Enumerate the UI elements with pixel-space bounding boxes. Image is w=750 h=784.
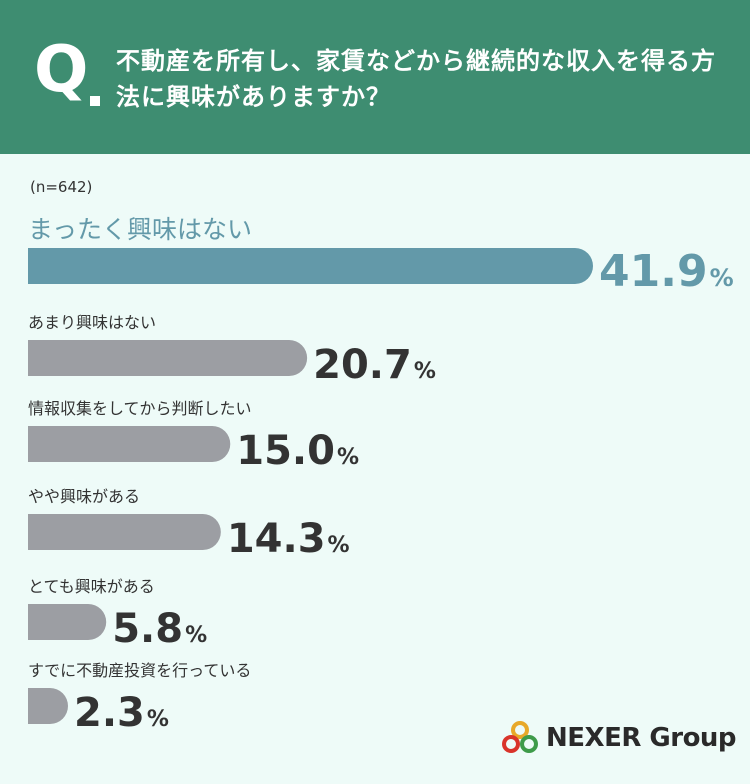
category-label: まったく興味はない xyxy=(28,215,252,244)
value-label: 2.3% xyxy=(74,690,169,736)
value-unit: % xyxy=(414,359,436,384)
category-label: あまり興味はない xyxy=(28,313,156,332)
value-unit: % xyxy=(710,264,734,292)
category-label: 情報収集をしてから判断したい xyxy=(28,399,252,418)
q-mark: Q xyxy=(34,33,89,107)
value-number: 5.8 xyxy=(112,606,183,652)
value-number: 20.7 xyxy=(313,342,412,388)
value-unit: % xyxy=(147,707,169,732)
bar xyxy=(28,340,308,376)
value-label: 14.3% xyxy=(227,516,350,562)
question-header: Q 不動産を所有し、家賃などから継続的な収入を得る方法に興味がありますか？ xyxy=(0,0,750,154)
value-number: 41.9 xyxy=(599,246,708,297)
bar xyxy=(28,688,68,724)
nexer-logo: NEXER Group xyxy=(500,720,737,756)
category-label: すでに不動産投資を行っている xyxy=(28,661,251,680)
bar xyxy=(28,604,107,640)
bar xyxy=(28,248,593,284)
question-text: 不動産を所有し、家賃などから継続的な収入を得る方法に興味がありますか？ xyxy=(116,47,716,111)
category-label: やや興味がある xyxy=(28,487,140,506)
value-unit: % xyxy=(328,533,350,558)
bar xyxy=(28,514,221,550)
value-number: 2.3 xyxy=(74,690,145,736)
category-label: とても興味がある xyxy=(28,577,155,596)
value-unit: % xyxy=(185,623,207,648)
nexer-logo-text: NEXER Group xyxy=(546,723,737,753)
value-label: 20.7% xyxy=(313,342,436,388)
nexer-logo-icon xyxy=(502,721,538,753)
value-label: 15.0% xyxy=(236,428,359,474)
value-number: 14.3 xyxy=(227,516,326,562)
q-dot xyxy=(90,96,100,106)
value-number: 15.0 xyxy=(236,428,335,474)
value-unit: % xyxy=(337,445,359,470)
value-label: 41.9% xyxy=(599,246,734,297)
value-label: 5.8% xyxy=(112,606,207,652)
bar xyxy=(28,426,231,462)
sample-size-label: (n=642) xyxy=(30,178,93,196)
